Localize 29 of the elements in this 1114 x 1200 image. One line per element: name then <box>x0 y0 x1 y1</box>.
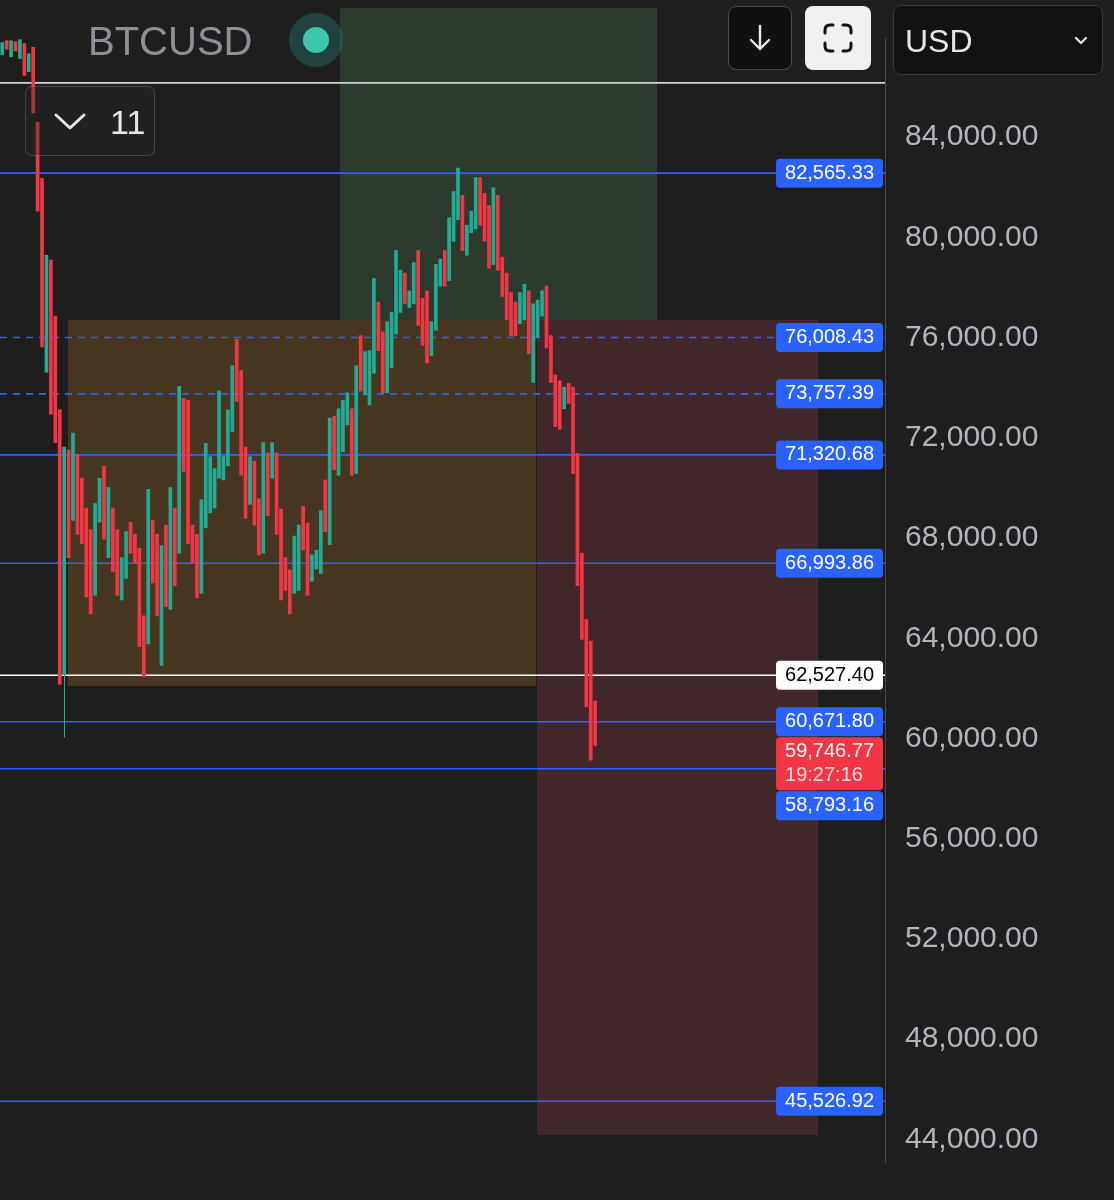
y-tick-label: 44,000.00 <box>905 1120 1039 1154</box>
candlestick <box>18 39 22 60</box>
currency-dropdown: USD <box>893 5 1103 75</box>
ref-line-label: 58,793.16 <box>785 793 875 816</box>
annotation: 11 <box>110 103 146 141</box>
y-axis-title: USD <box>905 23 973 59</box>
ref-line-label: 82,565.33 <box>785 160 875 183</box>
y-tick-label: 76,000.00 <box>905 318 1039 352</box>
y-tick-label: 80,000.00 <box>905 218 1039 252</box>
ref-line-label: 76,008.43 <box>785 324 875 347</box>
annotation: 19:27:16 <box>785 763 863 786</box>
annotation: 59,746.77 <box>785 739 875 762</box>
y-tick-label: 64,000.00 <box>905 619 1039 653</box>
ref-line-label: 45,526.92 <box>785 1088 875 1111</box>
ref-line-label: 71,320.68 <box>785 442 875 465</box>
ref-line-label: 60,671.80 <box>785 709 875 732</box>
y-tick-label: 68,000.00 <box>905 519 1039 553</box>
y-tick-label: 72,000.00 <box>905 419 1039 453</box>
ref-line-label: 66,993.86 <box>785 550 875 573</box>
ref-line-label: 62,527.40 <box>785 662 875 685</box>
ref-line-label: 73,757.39 <box>785 381 875 404</box>
y-tick-label: 60,000.00 <box>905 719 1039 753</box>
y-tick-label: 52,000.00 <box>905 920 1039 954</box>
candlestick <box>562 386 567 410</box>
y-tick-label: 56,000.00 <box>905 820 1039 854</box>
y-tick-label: 48,000.00 <box>905 1020 1039 1054</box>
y-tick-label: 84,000.00 <box>905 118 1039 152</box>
chart-title: BTCUSD <box>88 18 253 64</box>
collapse-panel: 11 <box>25 86 155 156</box>
